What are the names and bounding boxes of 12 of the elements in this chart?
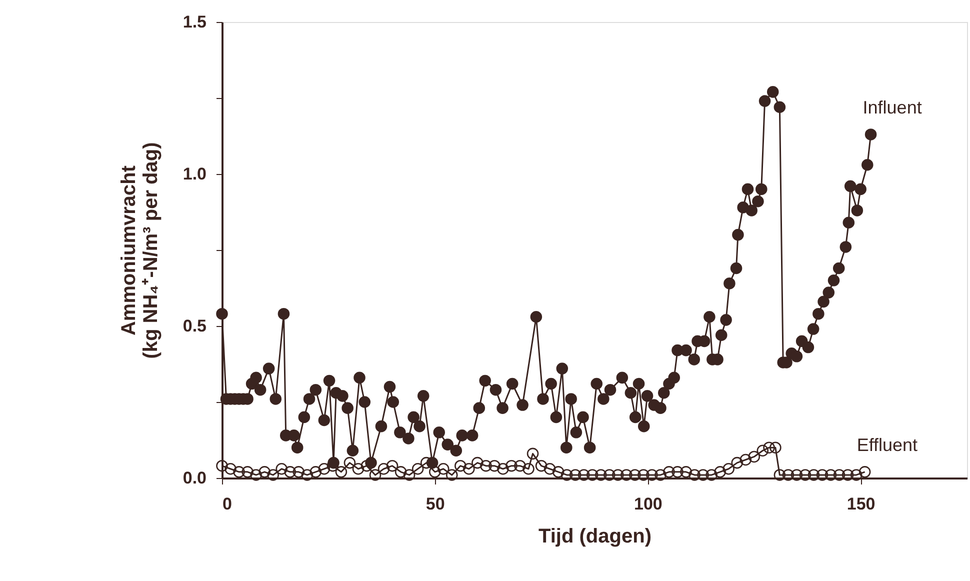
y-tick-label: 0.5 <box>182 316 206 336</box>
x-tick-label: 50 <box>426 494 445 514</box>
x-axis-title: Tijd (dagen) <box>538 526 652 548</box>
y-tick-label: 1.5 <box>182 12 206 32</box>
x-tick-label: 100 <box>634 494 662 514</box>
x-tick-label: 150 <box>846 494 876 514</box>
y-tick-label: 0.0 <box>182 468 206 488</box>
x-tick-label: 0 <box>222 494 232 514</box>
y-tick-label: 1.0 <box>182 164 206 184</box>
series-label: Influent <box>862 97 922 118</box>
series-label: Effluent <box>856 434 918 455</box>
y-axis-title: Ammoniumvracht (kg NH₄⁺-N/m³ per dag) <box>118 142 162 359</box>
